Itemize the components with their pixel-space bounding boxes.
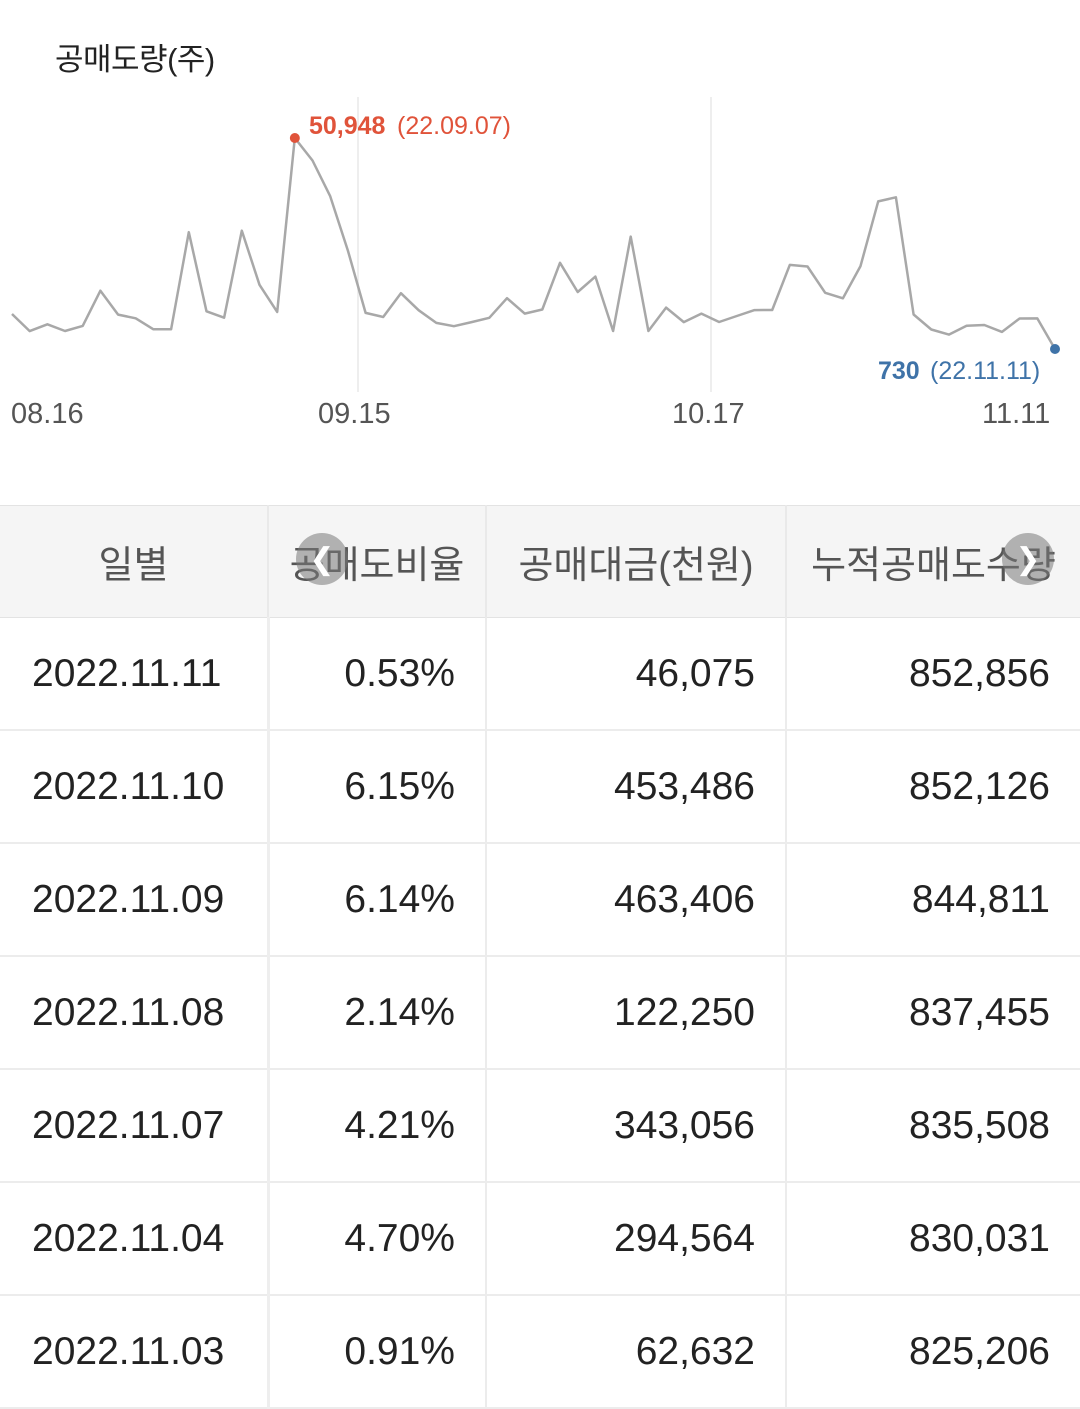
cell-date: 2022.11.07: [0, 1069, 270, 1183]
cell-ratio: 0.53%: [268, 617, 487, 731]
cell-ratio: 6.14%: [268, 843, 487, 957]
header-date[interactable]: 일별: [0, 505, 269, 618]
table-row: 2022.11.09 6.14% 463,406 844,811: [0, 843, 1080, 957]
chevron-left-icon: ❮: [309, 542, 335, 576]
cell-amount: 46,075: [486, 617, 787, 731]
chevron-right-icon: ❯: [1015, 542, 1041, 576]
table-row: 2022.11.08 2.14% 122,250 837,455: [0, 956, 1080, 1070]
min-point: [1050, 344, 1060, 354]
cell-cumulative: 837,455: [786, 956, 1080, 1070]
cell-date: 2022.11.10: [0, 730, 270, 844]
min-date-label: (22.11.11): [930, 357, 1040, 385]
cell-date: 2022.11.11: [0, 617, 270, 731]
x-tick-label: 11.11: [982, 398, 1051, 430]
cell-ratio: 6.15%: [268, 730, 487, 844]
cell-cumulative: 835,508: [786, 1069, 1080, 1183]
cell-amount: 294,564: [486, 1182, 787, 1296]
scroll-left-button[interactable]: ❮: [296, 533, 348, 585]
cell-cumulative: 852,856: [786, 617, 1080, 731]
cell-ratio: 0.91%: [268, 1295, 487, 1409]
min-value-label: 730: [878, 357, 920, 385]
cell-date: 2022.11.09: [0, 843, 270, 957]
header-amount[interactable]: 공매대금(천원): [486, 505, 787, 618]
x-tick-label: 09.15: [318, 398, 391, 430]
max-value-label: 50,948: [309, 112, 386, 140]
max-date-label: (22.09.07): [397, 112, 511, 140]
table-row: 2022.11.04 4.70% 294,564 830,031: [0, 1182, 1080, 1296]
x-tick-label: 10.17: [672, 398, 745, 430]
chart-title: 공매도량(주): [55, 42, 215, 77]
cell-cumulative: 852,126: [786, 730, 1080, 844]
chart-points: [289, 133, 1060, 354]
cell-amount: 453,486: [486, 730, 787, 844]
table-row: 2022.11.07 4.21% 343,056 835,508: [0, 1069, 1080, 1183]
table-row: 2022.11.10 6.15% 453,486 852,126: [0, 730, 1080, 844]
chart-gridlines: [357, 97, 712, 392]
cell-ratio: 4.21%: [268, 1069, 487, 1183]
cell-ratio: 4.70%: [268, 1182, 487, 1296]
cell-date: 2022.11.08: [0, 956, 270, 1070]
table-row: 2022.11.03 0.91% 62,632 825,206: [0, 1295, 1080, 1409]
x-tick-label: 08.16: [11, 398, 84, 430]
cell-amount: 122,250: [486, 956, 787, 1070]
max-point: [289, 133, 300, 143]
cell-cumulative: 830,031: [786, 1182, 1080, 1296]
cell-cumulative: 825,206: [786, 1295, 1080, 1409]
cell-amount: 62,632: [486, 1295, 787, 1409]
short-selling-table: 일별 공매도비율 공매대금(천원) 누적공매도수량 2022.11.11 0.5…: [0, 505, 1080, 1409]
cell-ratio: 2.14%: [268, 956, 487, 1070]
cell-date: 2022.11.04: [0, 1182, 270, 1296]
cell-amount: 463,406: [486, 843, 787, 957]
table-row: 2022.11.11 0.53% 46,075 852,856: [0, 617, 1080, 731]
cell-date: 2022.11.03: [0, 1295, 270, 1409]
cell-cumulative: 844,811: [786, 843, 1080, 957]
scroll-right-button[interactable]: ❯: [1002, 533, 1054, 585]
cell-amount: 343,056: [486, 1069, 787, 1183]
short-volume-line: [11, 136, 1057, 350]
table-header-row: 일별 공매도비율 공매대금(천원) 누적공매도수량: [0, 505, 1080, 618]
short-volume-chart: 50,948 (22.09.07) 730 (22.11.11): [11, 97, 1060, 392]
